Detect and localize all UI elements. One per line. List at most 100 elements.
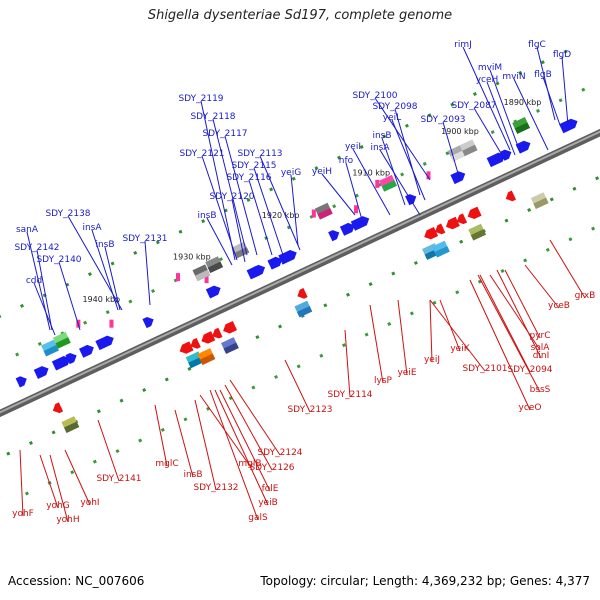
gene-label[interactable]: mviN bbox=[502, 72, 549, 151]
forward-gene-arrow[interactable] bbox=[350, 214, 372, 231]
feature-block[interactable] bbox=[432, 240, 450, 258]
gene-label[interactable]: flgD bbox=[553, 50, 571, 126]
gene-label[interactable]: SDY_2120 bbox=[209, 192, 255, 263]
forward-gene-arrow[interactable] bbox=[15, 374, 29, 388]
gene-label[interactable]: nfo bbox=[339, 156, 363, 221]
gene-label[interactable]: yeiJ bbox=[424, 299, 440, 365]
gene-label[interactable]: SDY_2131 bbox=[122, 234, 168, 306]
feature-block[interactable] bbox=[379, 174, 397, 192]
gene-label[interactable]: cdd bbox=[26, 276, 56, 336]
gene-label[interactable]: yohG bbox=[39, 454, 70, 511]
forward-gene-arrow[interactable] bbox=[142, 315, 155, 329]
gene-label[interactable]: yohH bbox=[49, 454, 80, 525]
reverse-gene-arrow[interactable] bbox=[199, 331, 216, 346]
gene-label[interactable]: insA bbox=[370, 143, 421, 216]
gene-label[interactable]: yeiH bbox=[312, 167, 356, 216]
forward-gene-arrow[interactable] bbox=[486, 150, 508, 168]
gene-label[interactable]: SDY_2100 bbox=[352, 91, 431, 181]
gene-label[interactable]: dinI bbox=[496, 269, 549, 361]
forward-gene-arrow[interactable] bbox=[79, 343, 96, 358]
feature-block[interactable] bbox=[41, 339, 59, 357]
gene-label[interactable]: bssS bbox=[477, 274, 551, 395]
feature-block[interactable] bbox=[52, 331, 71, 349]
forward-gene-arrow[interactable] bbox=[339, 221, 357, 236]
gene-label[interactable]: SDY_2123 bbox=[284, 359, 333, 415]
gene-label[interactable]: mglC bbox=[154, 404, 179, 469]
gene-label[interactable]: yeiB bbox=[214, 389, 278, 508]
feature-block[interactable] bbox=[294, 300, 313, 318]
gene-label[interactable]: SDY_2124 bbox=[229, 379, 303, 458]
reverse-gene-arrow[interactable] bbox=[433, 223, 446, 237]
feature-block[interactable] bbox=[205, 256, 223, 273]
reverse-gene-arrow[interactable] bbox=[210, 327, 223, 341]
gene-features[interactable] bbox=[15, 117, 580, 433]
forward-gene-arrow[interactable] bbox=[450, 169, 467, 185]
feature-block[interactable] bbox=[61, 416, 80, 433]
gene-label[interactable]: folE bbox=[219, 389, 279, 494]
forward-gene-arrow[interactable] bbox=[559, 117, 580, 134]
gene-label[interactable]: flgC bbox=[528, 40, 556, 121]
reverse-gene-arrow[interactable] bbox=[466, 206, 482, 222]
forward-gene-arrow[interactable] bbox=[251, 264, 264, 278]
gene-label[interactable]: insB bbox=[197, 211, 233, 266]
feature-block[interactable] bbox=[459, 139, 478, 157]
gene-label[interactable]: SDY_2094 bbox=[479, 274, 553, 375]
gene-label[interactable]: SDY_2142 bbox=[14, 243, 60, 331]
gene-label[interactable]: SDY_2126 bbox=[224, 384, 295, 473]
reverse-gene-arrow[interactable] bbox=[422, 226, 439, 242]
gene-label[interactable]: SDY_2114 bbox=[327, 329, 373, 400]
gene-label[interactable]: pyrC bbox=[504, 269, 551, 341]
gene-label[interactable]: SDY_2093 bbox=[420, 115, 466, 181]
gene-label[interactable]: yeiL bbox=[383, 113, 426, 201]
gene-label[interactable]: lysP bbox=[369, 304, 393, 386]
feature-block[interactable] bbox=[192, 264, 211, 282]
gene-label[interactable]: rimJ bbox=[454, 40, 511, 151]
gene-label[interactable]: SDY_2121 bbox=[179, 149, 238, 261]
forward-gene-arrow[interactable] bbox=[95, 333, 116, 351]
gene-label[interactable]: SDY_2115 bbox=[231, 161, 284, 256]
feature-block[interactable] bbox=[530, 192, 549, 210]
reverse-gene-arrow[interactable] bbox=[188, 337, 201, 351]
reverse-gene-arrow[interactable] bbox=[295, 287, 308, 301]
gene-label[interactable]: insA bbox=[82, 223, 119, 311]
gene-label[interactable]: flgB bbox=[534, 70, 561, 126]
gene-label[interactable]: yceB bbox=[524, 264, 570, 311]
forward-gene-arrow[interactable] bbox=[500, 147, 513, 161]
gene-label[interactable]: insB bbox=[95, 240, 121, 311]
reverse-gene-arrow[interactable] bbox=[504, 190, 516, 204]
reverse-gene-arrow[interactable] bbox=[455, 213, 468, 226]
gene-label[interactable]: mglB bbox=[199, 394, 262, 469]
gene-label[interactable]: SDY_2101 bbox=[429, 299, 508, 374]
reverse-gene-arrow[interactable] bbox=[51, 402, 64, 415]
feature-block[interactable] bbox=[314, 202, 333, 220]
forward-gene-arrow[interactable] bbox=[65, 351, 78, 365]
forward-gene-arrow[interactable] bbox=[33, 364, 51, 379]
gene-label[interactable]: solA bbox=[489, 274, 550, 353]
gene-label[interactable]: mviM bbox=[478, 63, 521, 153]
gene-label[interactable]: galS bbox=[209, 389, 268, 523]
gene-label[interactable]: yceH bbox=[476, 75, 516, 156]
forward-gene-arrow[interactable] bbox=[267, 255, 284, 270]
gene-label[interactable]: yeiG bbox=[281, 168, 301, 246]
gene-label[interactable]: SDY_2118 bbox=[190, 112, 248, 256]
gene-label[interactable]: SDY_2140 bbox=[36, 255, 82, 331]
gene-label[interactable]: yeiI bbox=[345, 142, 391, 216]
gene-label[interactable]: SDY_2132 bbox=[193, 399, 239, 493]
feature-block[interactable] bbox=[221, 337, 239, 354]
gene-label[interactable]: SDY_2116 bbox=[226, 173, 273, 256]
gene-label[interactable]: SDY_2141 bbox=[96, 419, 142, 484]
gene-label[interactable]: SDY_2098 bbox=[372, 102, 421, 196]
feature-block[interactable] bbox=[197, 348, 216, 365]
reverse-gene-arrow[interactable] bbox=[178, 341, 194, 356]
gene-label[interactable]: insB bbox=[174, 409, 203, 480]
gene-label[interactable]: yohI bbox=[64, 449, 100, 508]
gene-label[interactable]: yeiE bbox=[397, 299, 417, 378]
gene-label[interactable]: yceO bbox=[469, 279, 541, 413]
forward-gene-arrow[interactable] bbox=[51, 354, 73, 371]
gene-label[interactable]: SDY_2113 bbox=[237, 149, 301, 251]
feature-block[interactable] bbox=[468, 223, 487, 241]
forward-gene-arrow[interactable] bbox=[205, 284, 223, 299]
gene-label[interactable]: SDY_2119 bbox=[178, 94, 236, 261]
gene-label[interactable]: yohF bbox=[12, 449, 34, 519]
